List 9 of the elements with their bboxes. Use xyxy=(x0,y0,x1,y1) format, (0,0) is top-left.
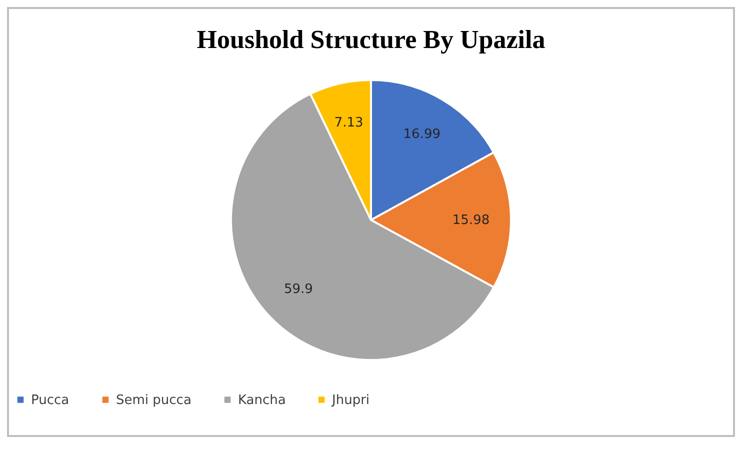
data-label: 59.9 xyxy=(284,282,313,297)
legend-label: Semi pucca xyxy=(116,392,192,408)
legend-label: Pucca xyxy=(31,392,70,408)
legend-label: Kancha xyxy=(238,392,286,408)
data-label: 16.99 xyxy=(403,126,440,142)
legend-label: Jhupri xyxy=(331,392,370,408)
data-label: 7.13 xyxy=(334,116,364,130)
chart-title: Houshold Structure By Upazila xyxy=(196,25,546,54)
data-label: 15.98 xyxy=(452,212,490,228)
